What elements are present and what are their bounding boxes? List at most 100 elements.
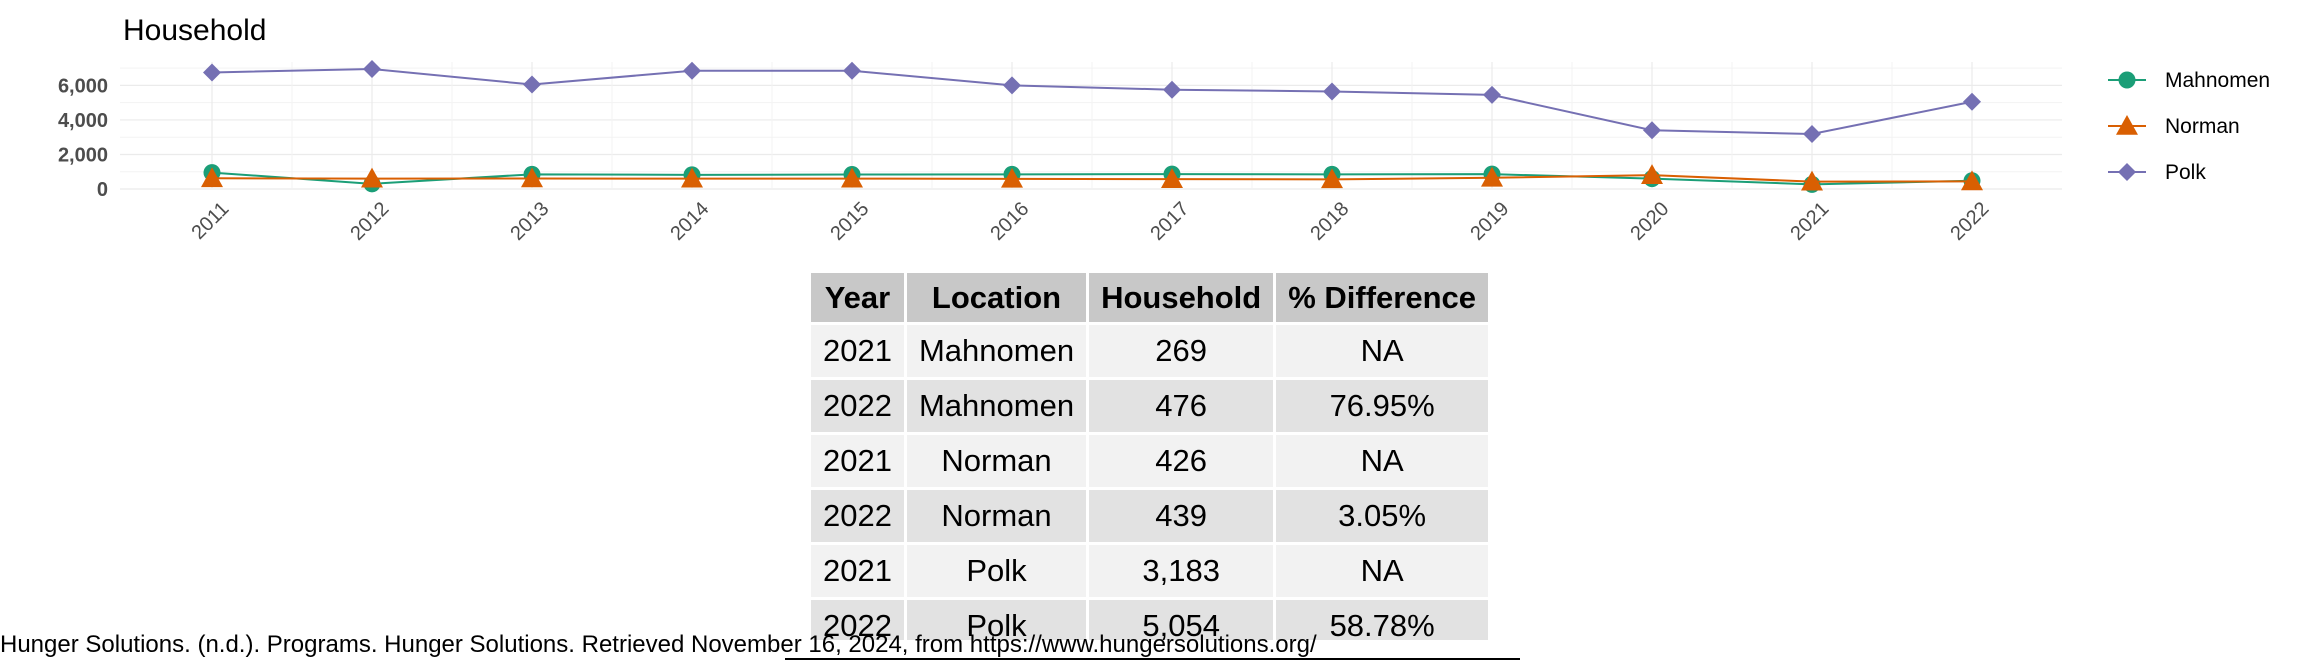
source-citation: Hunger Solutions. (n.d.). Programs. Hung… xyxy=(0,631,1317,658)
data-point xyxy=(521,167,543,188)
cell-percent-difference: NA xyxy=(1276,325,1489,377)
x-tick-label: 2016 xyxy=(986,198,1033,245)
legend-label: Polk xyxy=(2165,161,2206,184)
legend-label: Norman xyxy=(2165,115,2240,138)
data-point xyxy=(1481,166,1503,187)
cell-household: 426 xyxy=(1089,435,1274,487)
data-point xyxy=(1323,82,1341,101)
source-underline xyxy=(785,658,1520,660)
data-point xyxy=(201,167,223,188)
cell-year: 2022 xyxy=(811,600,904,640)
table-container: Year Location Household % Difference 202… xyxy=(800,262,1540,640)
data-point xyxy=(523,75,541,94)
cell-location: Mahnomen xyxy=(906,325,1087,377)
table-header-row: Year Location Household % Difference xyxy=(811,273,1489,322)
table-row: 2022 Norman 439 3.05% xyxy=(811,490,1489,542)
data-point xyxy=(1161,168,1183,188)
chart-title: Household xyxy=(123,14,266,47)
legend-item-polk: Polk xyxy=(2108,161,2206,184)
data-point xyxy=(1321,168,1343,189)
data-point xyxy=(1483,85,1501,104)
legend-item-mahnomen: Mahnomen xyxy=(2108,69,2270,92)
data-point xyxy=(1163,80,1181,99)
legend-marker xyxy=(2118,71,2136,89)
data-point xyxy=(1803,125,1821,144)
x-tick-label: 2019 xyxy=(1466,198,1513,245)
data-point xyxy=(1641,164,1663,184)
data-table: Year Location Household % Difference 202… xyxy=(808,270,1491,640)
x-tick-label: 2013 xyxy=(506,198,553,245)
x-tick-label: 2015 xyxy=(826,198,873,245)
data-point xyxy=(683,61,701,80)
cell-year: 2021 xyxy=(811,545,904,597)
y-axis: 0 2,000 4,000 6,000 xyxy=(58,75,108,201)
chart-series xyxy=(201,60,1983,193)
series-norman xyxy=(201,164,1983,191)
data-point xyxy=(1003,76,1021,95)
table-row: 2021 Mahnomen 269 NA xyxy=(811,325,1489,377)
x-tick-label: 2018 xyxy=(1306,198,1353,245)
data-point xyxy=(361,167,383,188)
y-tick-label: 0 xyxy=(97,179,108,201)
data-point xyxy=(681,167,703,188)
data-point xyxy=(1643,121,1661,140)
cell-percent-difference: 3.05% xyxy=(1276,490,1489,542)
cell-year: 2022 xyxy=(811,380,904,432)
data-point xyxy=(203,63,221,82)
cell-year: 2022 xyxy=(811,490,904,542)
legend-marker xyxy=(2116,115,2138,135)
y-tick-label: 2,000 xyxy=(58,144,108,166)
table-row: 2022 Polk 5,054 58.78% xyxy=(811,600,1489,640)
header-year: Year xyxy=(811,273,904,322)
chart-grid xyxy=(120,62,2062,190)
cell-percent-difference: NA xyxy=(1276,545,1489,597)
cell-location: Polk xyxy=(906,600,1087,640)
cell-household: 269 xyxy=(1089,325,1274,377)
header-household: Household xyxy=(1089,273,1274,322)
series-line xyxy=(211,67,1973,136)
series-polk xyxy=(203,60,1981,144)
x-tick-label: 2021 xyxy=(1786,198,1833,245)
cell-household: 476 xyxy=(1089,380,1274,432)
table-row: 2021 Norman 426 NA xyxy=(811,435,1489,487)
cell-location: Norman xyxy=(906,435,1087,487)
cell-household: 5,054 xyxy=(1089,600,1274,640)
y-tick-label: 6,000 xyxy=(58,75,108,97)
data-point xyxy=(1801,170,1823,191)
cell-household: 3,183 xyxy=(1089,545,1274,597)
cell-year: 2021 xyxy=(811,435,904,487)
cell-location: Mahnomen xyxy=(906,380,1087,432)
data-point xyxy=(1961,170,1983,191)
x-tick-label: 2011 xyxy=(187,198,233,244)
legend-item-norman: Norman xyxy=(2108,115,2240,138)
cell-percent-difference: 76.95% xyxy=(1276,380,1489,432)
x-axis: 2011 2012 2013 2014 2015 2016 2017 2018 2019 2020… xyxy=(187,198,1993,245)
data-point xyxy=(1963,92,1981,111)
table-row: 2021 Polk 3,183 NA xyxy=(811,545,1489,597)
data-point xyxy=(1001,167,1023,188)
x-tick-label: 2020 xyxy=(1626,198,1673,245)
chart-legend: Mahnomen Norman Polk xyxy=(2108,69,2270,184)
series-line xyxy=(211,171,1973,186)
cell-percent-difference: 58.78% xyxy=(1276,600,1489,640)
header-location: Location xyxy=(906,273,1087,322)
cell-year: 2021 xyxy=(811,325,904,377)
legend-label: Mahnomen xyxy=(2165,69,2270,92)
legend-marker xyxy=(2118,163,2136,181)
cell-location: Polk xyxy=(906,545,1087,597)
header-percent-difference: % Difference xyxy=(1276,273,1489,322)
table-row: 2022 Mahnomen 476 76.95% xyxy=(811,380,1489,432)
x-tick-label: 2014 xyxy=(666,198,713,245)
cell-household: 439 xyxy=(1089,490,1274,542)
x-tick-label: 2022 xyxy=(1946,198,1993,245)
cell-percent-difference: NA xyxy=(1276,435,1489,487)
y-tick-label: 4,000 xyxy=(58,110,108,132)
series-line xyxy=(211,174,1973,183)
data-point xyxy=(843,61,861,80)
cell-location: Norman xyxy=(906,490,1087,542)
data-point xyxy=(841,167,863,188)
data-point xyxy=(363,60,381,78)
x-tick-label: 2012 xyxy=(346,198,393,245)
x-tick-label: 2017 xyxy=(1146,198,1193,245)
